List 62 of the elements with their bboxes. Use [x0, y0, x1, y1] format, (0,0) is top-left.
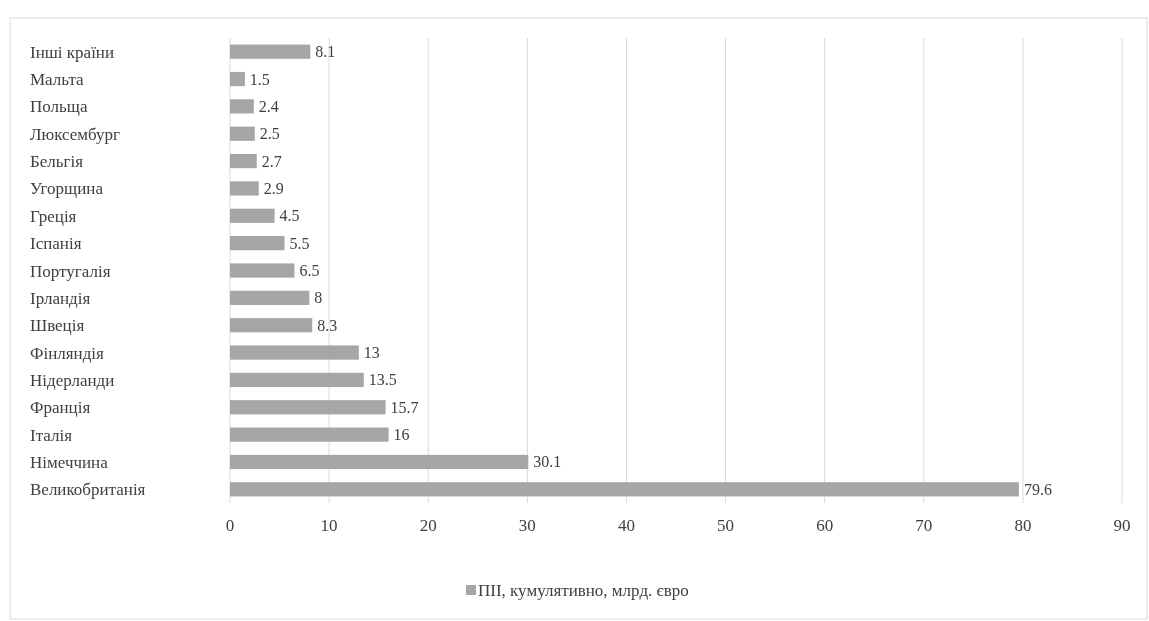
y-tick-label: Нідерланди [30, 370, 115, 390]
y-tick-label: Німеччина [30, 452, 109, 472]
data-label: 8 [314, 289, 323, 307]
y-tick-label: Італія [30, 425, 73, 445]
y-tick-label: Угорщина [30, 178, 104, 198]
bar [230, 99, 254, 114]
bar [230, 208, 275, 223]
x-tick-label: 0 [225, 516, 235, 535]
x-tick-label: 90 [1113, 516, 1131, 535]
data-label: 6.5 [299, 262, 320, 279]
x-tick-label: 60 [816, 516, 834, 535]
bar [230, 153, 257, 169]
y-tick-label: Швеція [30, 315, 85, 335]
y-tick-label: Франція [30, 397, 91, 417]
data-label: 2.9 [263, 179, 284, 197]
data-label: 13.5 [368, 371, 397, 389]
data-label: 30.1 [533, 453, 562, 471]
y-tick-label: Фінляндія [30, 343, 105, 363]
bar [230, 71, 245, 87]
x-tick-label: 80 [1014, 516, 1032, 535]
y-tick-label: Іспанія [30, 233, 82, 253]
data-label: 4.5 [279, 207, 300, 225]
y-tick-label: Бельгія [30, 151, 84, 171]
y-tick-label: Інші країни [30, 42, 115, 62]
data-label: 1.5 [249, 70, 270, 88]
bar [230, 372, 364, 388]
bar [230, 181, 259, 196]
bar [230, 454, 529, 470]
bar [230, 482, 1019, 497]
y-tick-label: Люксембург [30, 124, 121, 144]
y-tick-label: Великобританія [30, 479, 146, 499]
data-label: 13 [363, 344, 380, 362]
data-label: 8.3 [317, 316, 338, 334]
x-tick-label: 70 [915, 516, 933, 535]
data-label: 16 [393, 426, 410, 444]
data-label: 2.4 [258, 97, 279, 115]
data-label: 8.1 [315, 43, 336, 61]
y-tick-label: Мальта [30, 69, 85, 89]
bar [230, 400, 386, 415]
bar [230, 263, 295, 278]
legend-label: ПІІ, кумулятивно, млрд. євро [478, 580, 689, 600]
bar [230, 126, 255, 141]
bar [230, 236, 285, 251]
x-tick-label: 50 [717, 516, 735, 535]
x-tick-label: 20 [419, 516, 437, 535]
data-label: 15.7 [390, 398, 419, 416]
bar [230, 44, 311, 59]
x-tick-label: 40 [617, 516, 635, 535]
y-tick-label: Польща [30, 96, 88, 116]
bar [230, 345, 359, 360]
data-label: 2.5 [259, 125, 280, 143]
x-tick-label: 30 [518, 516, 536, 535]
y-tick-label: Португалія [30, 261, 111, 280]
bar [230, 427, 389, 442]
bar [230, 290, 310, 305]
y-tick-label: Ірландія [30, 288, 91, 308]
x-tick-label: 10 [320, 516, 338, 535]
bar [230, 318, 313, 333]
data-label: 5.5 [289, 234, 310, 252]
data-label: 2.7 [261, 152, 282, 170]
data-label: 79.6 [1023, 480, 1052, 498]
y-tick-label: Греція [30, 206, 77, 226]
